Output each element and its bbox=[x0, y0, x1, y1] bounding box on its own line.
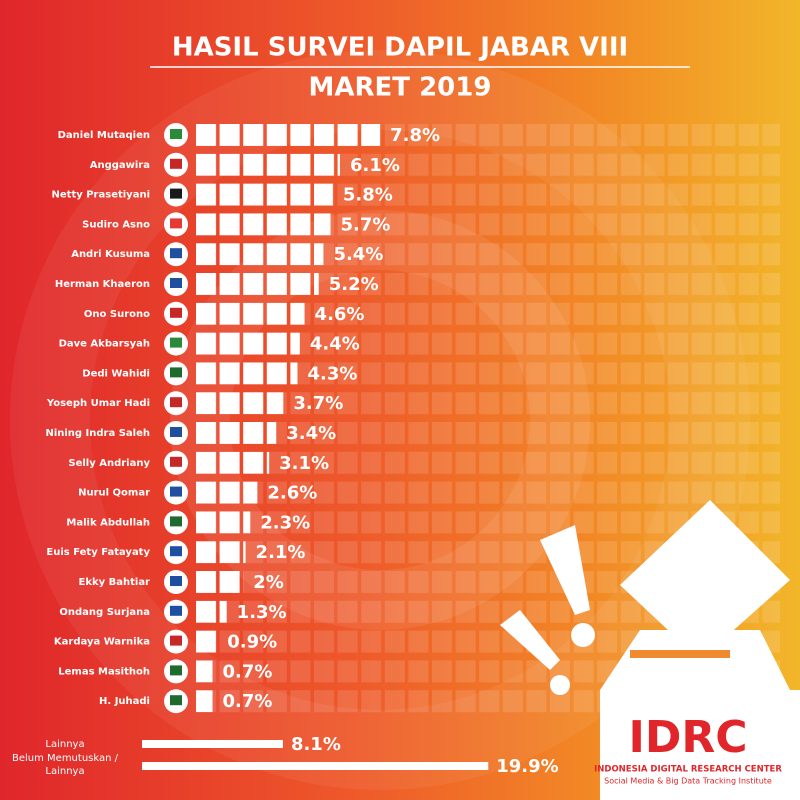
bar bbox=[196, 124, 381, 146]
category-label: Ekky Bahtiar bbox=[78, 577, 150, 588]
value-label: 4.3% bbox=[307, 363, 357, 384]
value-label: 7.8% bbox=[390, 125, 440, 146]
bar bbox=[196, 481, 258, 504]
value-label: 5.7% bbox=[341, 214, 391, 235]
value-label: 5.2% bbox=[329, 274, 379, 295]
party-logo-mark bbox=[170, 248, 182, 259]
party-logo-mark bbox=[170, 278, 182, 288]
category-label: Nurul Qomar bbox=[78, 488, 150, 499]
bar bbox=[196, 690, 213, 713]
value-label: 0.7% bbox=[223, 691, 273, 712]
party-logo-mark bbox=[170, 456, 182, 467]
bar bbox=[196, 362, 298, 385]
category-label: Euis Fety Fatayaty bbox=[46, 547, 150, 558]
value-label: 2.3% bbox=[260, 512, 310, 533]
category-label: Ondang Surjana bbox=[59, 607, 150, 618]
bar bbox=[196, 541, 246, 564]
category-label: Anggawira bbox=[90, 160, 150, 171]
party-logo-mark bbox=[170, 129, 182, 139]
category-label: Nining Indra Saleh bbox=[45, 428, 150, 439]
party-logo-mark bbox=[170, 158, 182, 169]
category-label: Belum Memutuskan / Lainnya bbox=[11, 753, 118, 777]
category-label: Kardaya Warnika bbox=[54, 637, 150, 648]
category-label: Netty Prasetiyani bbox=[52, 190, 150, 201]
value-label: 4.4% bbox=[310, 334, 360, 355]
bar bbox=[196, 630, 218, 653]
bar bbox=[196, 332, 300, 355]
bar bbox=[196, 392, 284, 415]
category-label: Malik Abdullah bbox=[66, 517, 150, 528]
logo-line: Social Media & Big Data Tracking Institu… bbox=[604, 777, 772, 786]
chart-subtitle: MARET 2019 bbox=[309, 73, 492, 103]
category-label: Yoseph Umar Hadi bbox=[46, 398, 150, 409]
value-label: 6.1% bbox=[350, 155, 400, 176]
party-logo-mark bbox=[170, 397, 182, 408]
party-logo-mark bbox=[170, 576, 182, 586]
value-label: 19.9% bbox=[496, 756, 558, 777]
bar bbox=[196, 183, 333, 206]
bar bbox=[142, 740, 283, 748]
ballot-icon bbox=[500, 500, 800, 800]
bar bbox=[196, 302, 305, 325]
category-label: Dave Akbarsyah bbox=[59, 339, 150, 350]
value-label: 2% bbox=[253, 572, 284, 593]
value-label: 5.8% bbox=[343, 185, 393, 206]
bar bbox=[196, 243, 324, 266]
value-label: 5.4% bbox=[333, 244, 383, 265]
category-label: Dedi Wahidi bbox=[82, 368, 150, 379]
value-label: 3.1% bbox=[279, 453, 329, 474]
party-logo-mark bbox=[170, 367, 182, 378]
party-logo-mark bbox=[170, 546, 182, 557]
value-label: 3.7% bbox=[293, 393, 343, 414]
bar bbox=[196, 273, 319, 295]
bar bbox=[196, 571, 244, 593]
chart-title: HASIL SURVEI DAPIL JABAR VIII bbox=[172, 33, 628, 63]
ballot-slot bbox=[630, 650, 730, 658]
value-label: 1.3% bbox=[237, 602, 287, 623]
logo-name: IDRC bbox=[628, 712, 747, 763]
party-logo-mark bbox=[170, 427, 182, 437]
category-label: Lemas Masithoh bbox=[58, 666, 150, 677]
value-label: 8.1% bbox=[291, 734, 341, 755]
value-label: 0.7% bbox=[223, 661, 273, 682]
value-label: 0.9% bbox=[227, 632, 277, 653]
party-logo-mark bbox=[170, 218, 182, 229]
party-logo-mark bbox=[170, 665, 182, 676]
category-label: Andri Kusuma bbox=[71, 249, 150, 260]
party-logo-mark bbox=[170, 337, 182, 348]
category-label: Lainnya bbox=[45, 739, 84, 750]
category-label: Daniel Mutaqien bbox=[58, 130, 150, 141]
party-logo-mark bbox=[170, 695, 182, 706]
bar bbox=[196, 451, 270, 474]
party-logo-mark bbox=[170, 516, 182, 527]
category-label: Ono Surono bbox=[84, 309, 150, 320]
category-label: Sudiro Asno bbox=[82, 219, 150, 230]
bar bbox=[196, 600, 227, 623]
bar bbox=[196, 660, 213, 683]
bar bbox=[196, 153, 340, 176]
value-label: 4.6% bbox=[315, 304, 365, 325]
value-label: 2.6% bbox=[267, 483, 317, 504]
category-label: Selly Andriany bbox=[68, 458, 150, 469]
party-logo-mark bbox=[170, 605, 182, 616]
category-label: Herman Khaeron bbox=[55, 279, 150, 290]
bar bbox=[196, 213, 331, 236]
party-logo-mark bbox=[170, 486, 182, 497]
party-logo-mark bbox=[170, 307, 182, 318]
bar bbox=[196, 422, 277, 444]
party-logo-mark bbox=[170, 635, 182, 646]
bar bbox=[196, 511, 251, 534]
value-label: 3.4% bbox=[286, 423, 336, 444]
category-label: H. Juhadi bbox=[99, 696, 150, 707]
logo-line: INDONESIA DIGITAL RESEARCH CENTER bbox=[594, 765, 782, 775]
value-label: 2.1% bbox=[256, 542, 306, 563]
bar bbox=[142, 762, 489, 770]
party-logo-mark bbox=[170, 188, 182, 199]
